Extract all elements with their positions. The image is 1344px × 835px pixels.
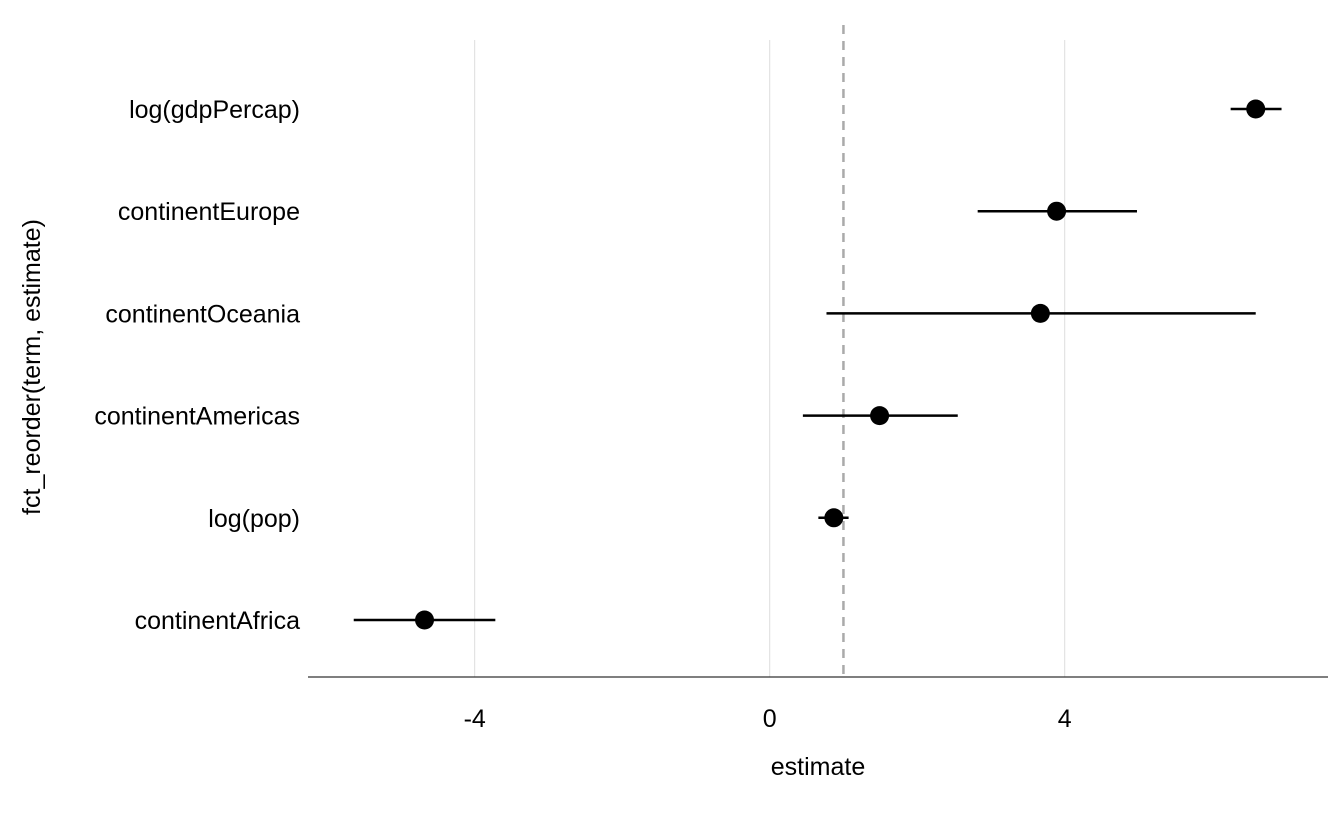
y-tick-label: continentEurope [118, 198, 300, 226]
estimate-point [1030, 303, 1050, 323]
y-tick-label: log(gdpPercap) [129, 96, 300, 124]
estimate-point [824, 508, 844, 528]
gridlines [474, 40, 1066, 677]
y-axis-title: fct_reorder(term, estimate) [18, 219, 46, 515]
x-tick-label: 4 [1058, 705, 1072, 733]
x-tick-labels: -4 0 4 [464, 705, 1072, 733]
y-tick-label: log(pop) [208, 505, 300, 533]
x-tick-label: -4 [464, 705, 486, 733]
y-tick-label: continentAmericas [94, 403, 300, 431]
y-tick-labels: log(gdpPercap) continentEurope continentOc… [94, 96, 300, 635]
x-tick-label: 0 [763, 705, 777, 733]
x-axis-title: estimate [771, 753, 865, 781]
estimate-point [415, 610, 435, 630]
estimate-point [870, 406, 890, 426]
y-tick-label: continentOceania [105, 300, 300, 328]
estimate-point [1047, 201, 1067, 221]
data-marks [353, 99, 1282, 630]
y-tick-label: continentAfrica [135, 607, 300, 635]
estimate-point [1246, 99, 1266, 119]
